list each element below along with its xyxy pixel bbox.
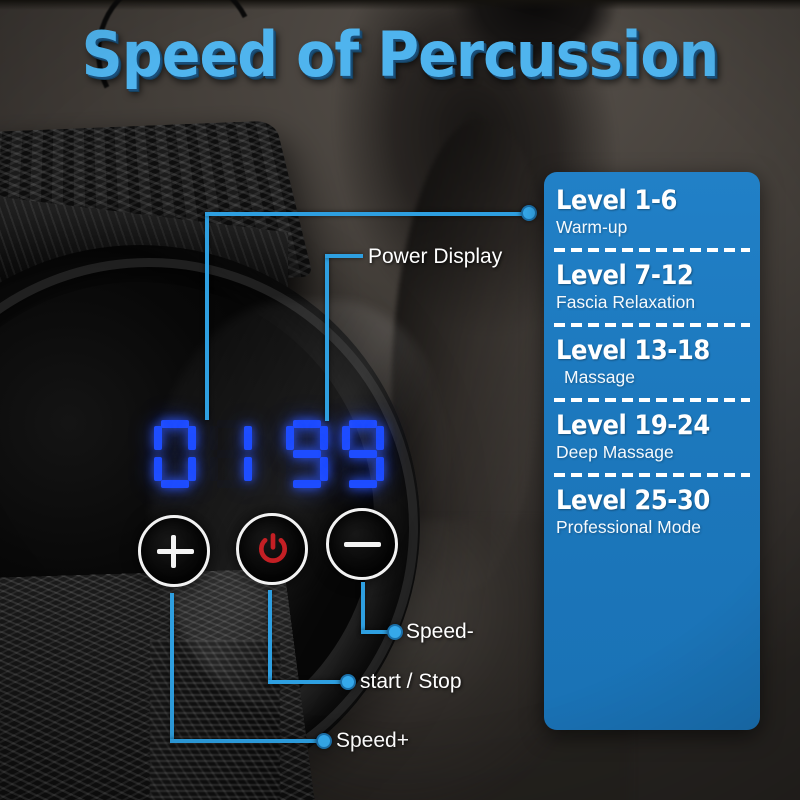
level-subtitle: Massage: [556, 367, 748, 389]
level-subtitle: Fascia Relaxation: [556, 292, 748, 314]
level-title: Level 13-18: [556, 336, 729, 365]
seven-segment-digit: [210, 420, 252, 488]
panel-divider: [554, 473, 750, 478]
level-entry: Level 7-12 Fascia Relaxation: [544, 261, 760, 314]
level-title: Level 1-6: [556, 186, 729, 215]
leader-dot-speed-down: [387, 624, 403, 640]
start-stop-button[interactable]: [236, 513, 308, 585]
level-subtitle: Professional Mode: [556, 517, 748, 539]
power-icon: [259, 533, 287, 563]
seven-segment-digit: [286, 420, 328, 488]
power-display-screen: [146, 414, 396, 494]
seven-segment-digit: [154, 420, 196, 488]
leader-dot-speed-up: [316, 733, 332, 749]
leader-line-speed-up-h: [170, 739, 322, 743]
panel-divider: [554, 323, 750, 328]
top-edge-shadow: [0, 0, 800, 10]
leader-line-start-stop-v: [268, 590, 272, 680]
leader-line-speed-up-v: [170, 593, 174, 741]
leader-line-start-stop-h: [268, 680, 346, 684]
display-right-digits: [286, 420, 384, 488]
panel-divider: [554, 398, 750, 403]
callout-speed-down: Speed-: [406, 620, 474, 644]
level-subtitle: Warm-up: [556, 217, 748, 239]
leader-line-right-digits: [325, 256, 329, 421]
panel-divider: [554, 248, 750, 253]
level-entry: Level 1-6 Warm-up: [544, 186, 760, 239]
callout-power-display: Power Display: [368, 245, 502, 269]
speed-down-button[interactable]: [326, 508, 398, 580]
level-title: Level 19-24: [556, 411, 729, 440]
leader-line-to-panel: [205, 212, 530, 216]
level-title: Level 25-30: [556, 486, 729, 515]
speed-levels-panel: Level 1-6 Warm-up Level 7-12 Fascia Rela…: [544, 172, 760, 730]
level-entry: Level 25-30 Professional Mode: [544, 486, 760, 539]
leader-line-left-digits: [205, 214, 209, 420]
leader-dot-levels: [521, 205, 537, 221]
seven-segment-digit: [342, 420, 384, 488]
callout-start-stop: start / Stop: [360, 670, 462, 694]
display-left-digits: [154, 420, 252, 488]
speed-up-button[interactable]: [138, 515, 210, 587]
leader-dot-start-stop: [340, 674, 356, 690]
level-subtitle: Deep Massage: [556, 442, 748, 464]
callout-speed-up: Speed+: [336, 729, 409, 753]
level-title: Level 7-12: [556, 261, 729, 290]
level-entry: Level 13-18 Massage: [544, 336, 760, 389]
page-title: Speed of Percussion: [32, 24, 768, 86]
leader-line-speed-down-v: [361, 582, 365, 634]
leader-line-speed-down-h: [361, 630, 393, 634]
level-entry: Level 19-24 Deep Massage: [544, 411, 760, 464]
device-highlight: [150, 300, 450, 720]
leader-line-power-display: [325, 254, 363, 258]
